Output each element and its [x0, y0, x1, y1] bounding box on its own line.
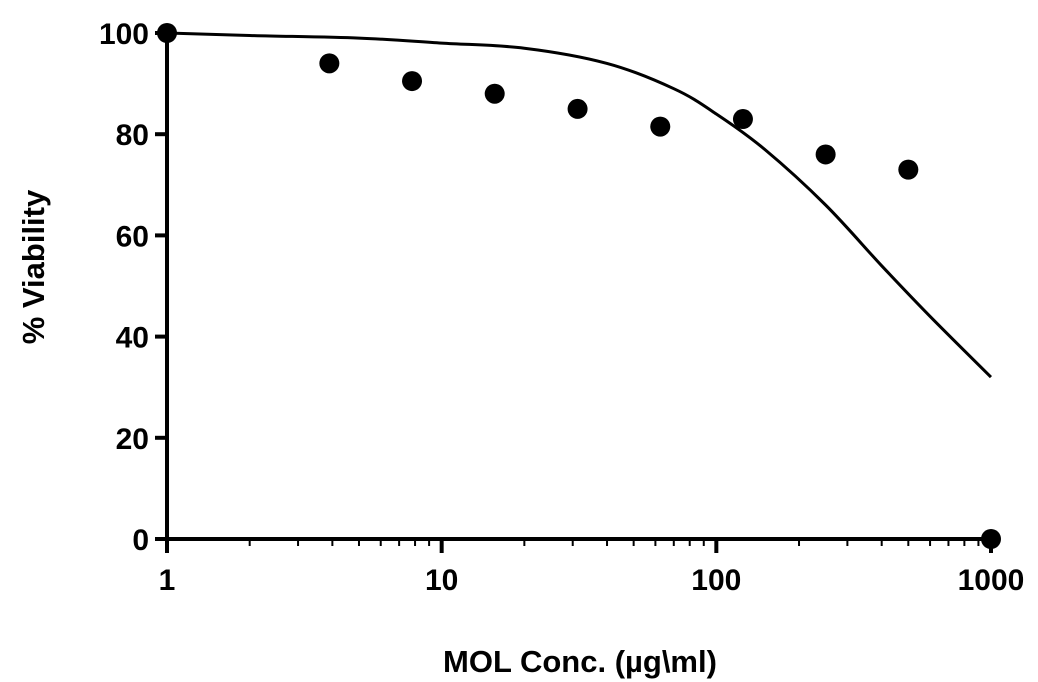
data-point: [157, 23, 177, 43]
fit-curve: [166, 31, 993, 379]
data-point: [815, 144, 836, 165]
y-tick-label: 80: [116, 119, 149, 152]
data-point: [484, 83, 505, 104]
y-tick-label: 20: [116, 423, 149, 456]
y-axis-title: % Viability: [16, 189, 51, 344]
data-point: [898, 159, 919, 180]
y-tick-label: 0: [132, 524, 149, 557]
tick-labels: 0 20 40 60 80 100 1 10 100 1000: [99, 18, 1024, 597]
x-axis-title: MOL Conc. (µg\ml): [443, 644, 717, 679]
data-point: [567, 98, 588, 119]
x-tick-label: 1: [159, 564, 176, 597]
data-point: [319, 53, 340, 74]
y-tick-label: 100: [99, 18, 149, 51]
data-point: [732, 109, 753, 130]
y-tick-label: 40: [116, 322, 149, 355]
data-point: [981, 529, 1001, 549]
x-tick-label: 100: [691, 564, 741, 597]
x-tick-label: 1000: [958, 564, 1025, 597]
y-tick-label: 60: [116, 220, 149, 253]
data-points-layer: [157, 23, 1001, 549]
data-point: [402, 71, 423, 92]
data-point: [650, 116, 671, 137]
x-tick-label: 10: [425, 564, 458, 597]
fit-curve-layer: [166, 31, 993, 379]
